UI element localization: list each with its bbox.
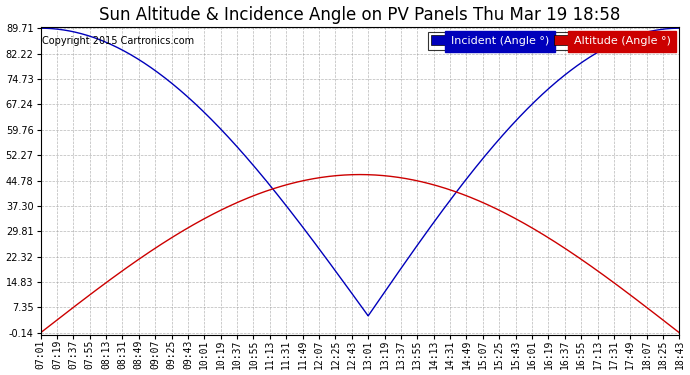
- Legend: Incident (Angle °), Altitude (Angle °): Incident (Angle °), Altitude (Angle °): [428, 32, 674, 50]
- Text: Copyright 2015 Cartronics.com: Copyright 2015 Cartronics.com: [42, 36, 194, 46]
- Title: Sun Altitude & Incidence Angle on PV Panels Thu Mar 19 18:58: Sun Altitude & Incidence Angle on PV Pan…: [99, 6, 621, 24]
